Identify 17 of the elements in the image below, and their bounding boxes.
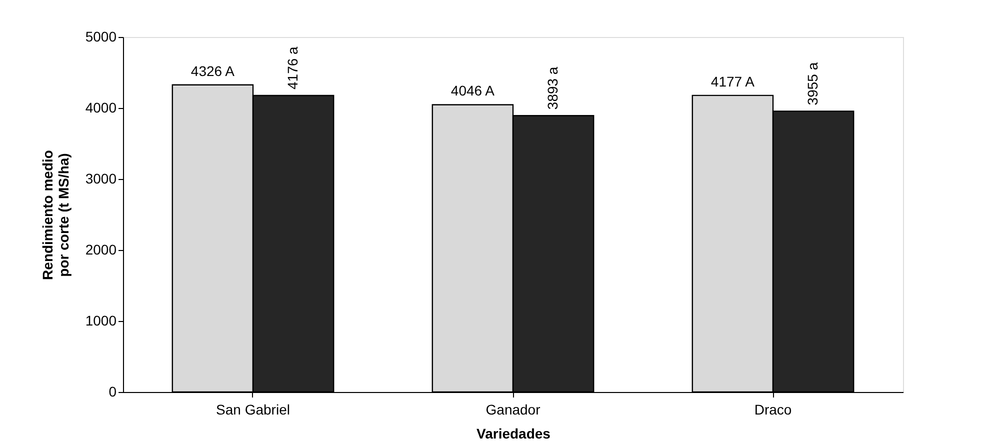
y-tick-label: 3000 [85,170,117,186]
y-tick-label: 2000 [85,242,117,258]
x-tick-label: Ganador [486,402,541,418]
data-label: 3893 a [544,66,560,110]
y-tick-label: 4000 [85,100,117,116]
y-axis-title: Rendimiento medio por corte (t MS/ha) [39,150,72,280]
data-label: 3955 a [804,62,820,106]
x-tick-label: San Gabriel [216,402,290,418]
y-tick-label: 5000 [85,28,117,44]
data-label: 4177 A [710,73,756,90]
y-tick-label: 0 [108,384,117,400]
data-label: 4046 A [450,82,496,99]
x-axis-title: Variedades [476,426,551,442]
x-tick-label: Draco [754,402,792,418]
data-label: 4176 a [284,46,300,90]
y-tick-label: 1000 [85,312,117,328]
data-label: 4326 A [190,62,236,79]
